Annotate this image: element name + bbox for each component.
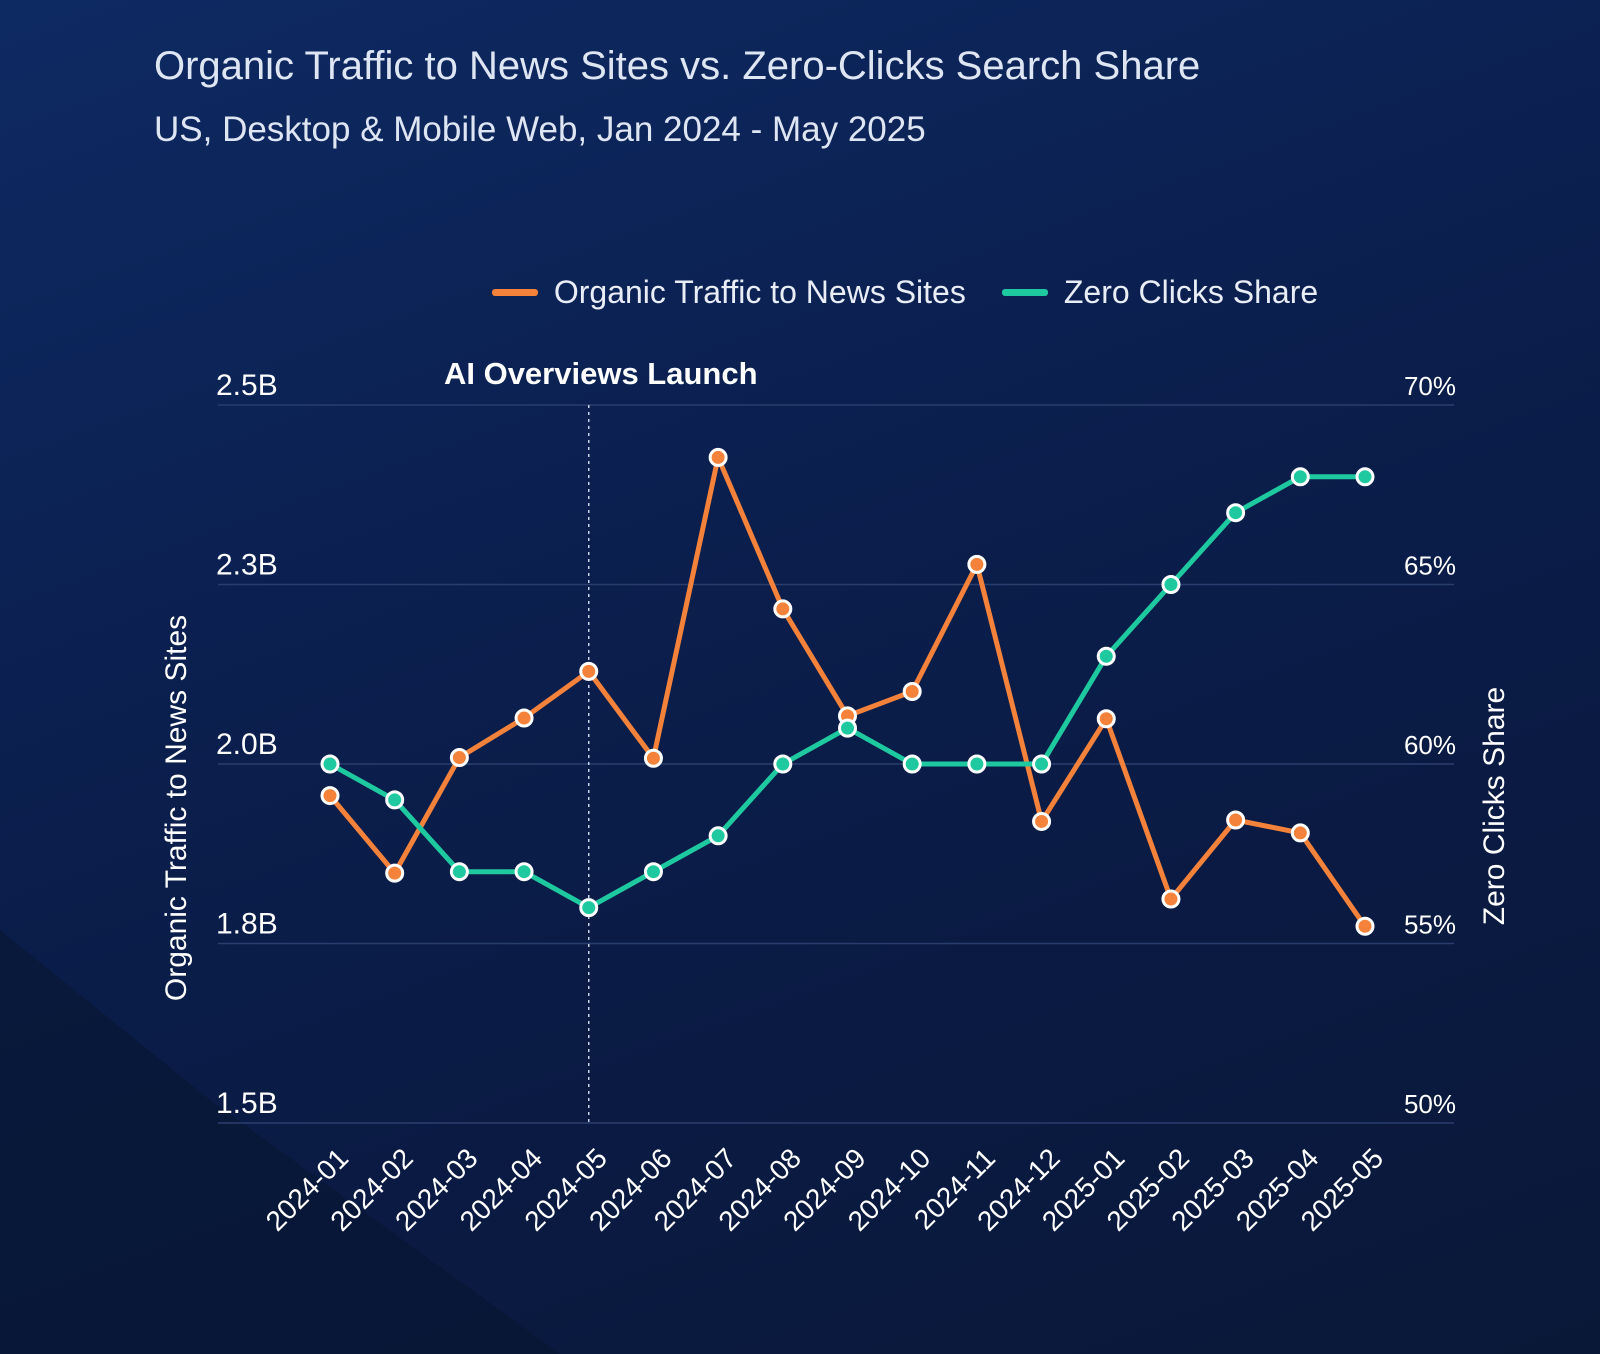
x-axis: 2024-012024-022024-032024-042024-052024-… bbox=[260, 1142, 1390, 1237]
data-point-traffic bbox=[449, 748, 469, 768]
y-tick-right: 50% bbox=[1404, 1089, 1456, 1119]
series-line-zero-clicks bbox=[327, 474, 1368, 911]
data-point-zero-clicks bbox=[967, 754, 987, 774]
annotation-label: AI Overviews Launch bbox=[444, 356, 758, 391]
series-line-traffic bbox=[327, 454, 1368, 929]
data-point-zero-clicks bbox=[320, 754, 340, 774]
data-point-traffic bbox=[514, 708, 534, 728]
data-point-zero-clicks bbox=[385, 790, 405, 810]
legend: Organic Traffic to News Sites Zero Click… bbox=[0, 274, 1600, 311]
data-point-traffic bbox=[1096, 709, 1116, 729]
data-point-traffic bbox=[773, 599, 793, 619]
legend-swatch-zero-clicks bbox=[1001, 289, 1048, 296]
chart-title: Organic Traffic to News Sites vs. Zero-C… bbox=[154, 44, 1201, 88]
y-tick-right: 65% bbox=[1404, 551, 1456, 581]
data-point-traffic bbox=[1355, 916, 1375, 936]
data-point-traffic bbox=[1032, 811, 1052, 831]
data-point-zero-clicks bbox=[1355, 467, 1375, 487]
data-point-zero-clicks bbox=[773, 754, 793, 774]
data-point-zero-clicks bbox=[449, 862, 469, 882]
y-tick-left: 2.3B bbox=[216, 549, 278, 582]
legend-item-traffic[interactable]: Organic Traffic to News Sites bbox=[491, 274, 966, 311]
data-point-traffic bbox=[1290, 823, 1310, 843]
data-point-zero-clicks bbox=[708, 826, 728, 846]
data-point-zero-clicks bbox=[838, 718, 857, 738]
data-point-zero-clicks bbox=[1096, 646, 1116, 666]
data-point-traffic bbox=[967, 554, 987, 574]
legend-label-traffic: Organic Traffic to News Sites bbox=[553, 274, 966, 310]
data-point-zero-clicks bbox=[902, 754, 922, 774]
legend-item-zero-clicks[interactable]: Zero Clicks Share bbox=[1001, 274, 1319, 311]
data-point-zero-clicks bbox=[1032, 754, 1052, 774]
y-axis-title-right: Zero Clicks Share bbox=[1478, 687, 1511, 925]
legend-label-zero-clicks: Zero Clicks Share bbox=[1063, 274, 1319, 310]
y-tick-left: 2.5B bbox=[216, 369, 278, 402]
data-point-traffic bbox=[708, 447, 728, 467]
data-point-traffic bbox=[385, 863, 405, 883]
y-tick-right: 55% bbox=[1404, 910, 1456, 940]
chart-subtitle: US, Desktop & Mobile Web, Jan 2024 - May… bbox=[154, 110, 926, 149]
series bbox=[320, 447, 1375, 936]
right-axis: 70% 65% 60% 55% 50% bbox=[1404, 371, 1456, 1119]
annotation: AI Overviews Launch bbox=[444, 356, 758, 1123]
y-tick-left: 2.0B bbox=[216, 728, 278, 761]
data-point-zero-clicks bbox=[514, 862, 534, 882]
data-point-traffic bbox=[1161, 889, 1181, 909]
data-point-traffic bbox=[320, 786, 340, 806]
grid-lines bbox=[218, 404, 1454, 1124]
data-point-traffic bbox=[902, 681, 922, 701]
y-tick-left: 1.8B bbox=[216, 908, 278, 941]
y-tick-left: 1.5B bbox=[216, 1087, 278, 1120]
data-point-zero-clicks bbox=[1161, 575, 1181, 594]
legend-swatch-traffic bbox=[491, 289, 538, 296]
data-point-traffic bbox=[579, 661, 599, 681]
data-point-traffic bbox=[1226, 810, 1246, 830]
data-point-zero-clicks bbox=[1290, 467, 1310, 487]
data-point-zero-clicks bbox=[643, 862, 663, 882]
data-point-traffic bbox=[643, 748, 663, 768]
y-tick-right: 60% bbox=[1404, 730, 1456, 760]
y-axis-title-left: Organic Traffic to News Sites bbox=[160, 615, 193, 1001]
left-axis: 2.5B 2.3B 2.0B 1.8B 1.5B bbox=[216, 369, 278, 1120]
data-point-zero-clicks bbox=[579, 898, 599, 918]
data-point-zero-clicks bbox=[1226, 503, 1246, 523]
y-tick-right: 70% bbox=[1404, 371, 1456, 401]
